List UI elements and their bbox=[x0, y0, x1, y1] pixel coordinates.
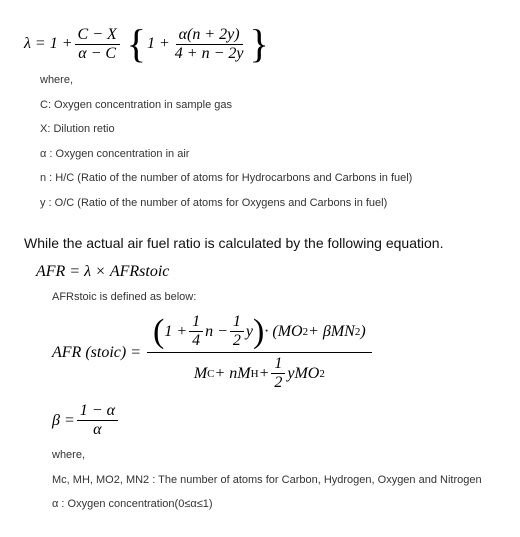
def-c: C: Oxygen concentration in sample gas bbox=[40, 97, 496, 114]
def-x: X: Dilution retio bbox=[40, 121, 496, 138]
def-m: Mc, MH, MO2, MN2 : The number of atoms f… bbox=[52, 472, 496, 489]
equation-beta: β = 1 − α α bbox=[52, 402, 496, 439]
brace-left: { bbox=[127, 24, 146, 64]
def-n: n : H/C (Ratio of the number of atoms fo… bbox=[40, 170, 496, 187]
frac-beta: 1 − α α bbox=[77, 402, 118, 439]
where2-label: where, bbox=[52, 447, 496, 464]
section-text: While the actual air fuel ratio is calcu… bbox=[24, 235, 496, 251]
brace-right: } bbox=[249, 24, 268, 64]
where-label: where, bbox=[40, 72, 496, 89]
stoic-def-label: AFRstoic is defined as below: bbox=[52, 291, 496, 303]
def-y: y : O/C (Ratio of the number of atoms fo… bbox=[40, 195, 496, 212]
frac-cx: C − X α − C bbox=[75, 26, 120, 63]
lambda-lhs: λ = 1 + bbox=[24, 35, 73, 53]
stoic-fraction: ( 1 + 14 n − 12 y ) · (MO2 + βMN2 ) MC +… bbox=[147, 311, 372, 394]
equation-stoic: AFR (stoic) = ( 1 + 14 n − 12 y ) · (MO2… bbox=[52, 311, 496, 394]
def-alpha: α : Oxygen concentration in air bbox=[40, 146, 496, 163]
def-alpha2: α : Oxygen concentration(0≤α≤1) bbox=[52, 496, 496, 513]
equation-lambda: λ = 1 + C − X α − C { 1 + α(n + 2y) 4 + … bbox=[24, 24, 496, 64]
stoic-numerator: ( 1 + 14 n − 12 y ) · (MO2 + βMN2 ) bbox=[147, 311, 372, 353]
frac-alpha: α(n + 2y) 4 + n − 2y bbox=[172, 26, 247, 63]
stoic-denominator: MC + nMH + 12 yMO2 bbox=[188, 353, 331, 394]
equation-afr: AFR = λ × AFRstoic bbox=[36, 263, 496, 281]
